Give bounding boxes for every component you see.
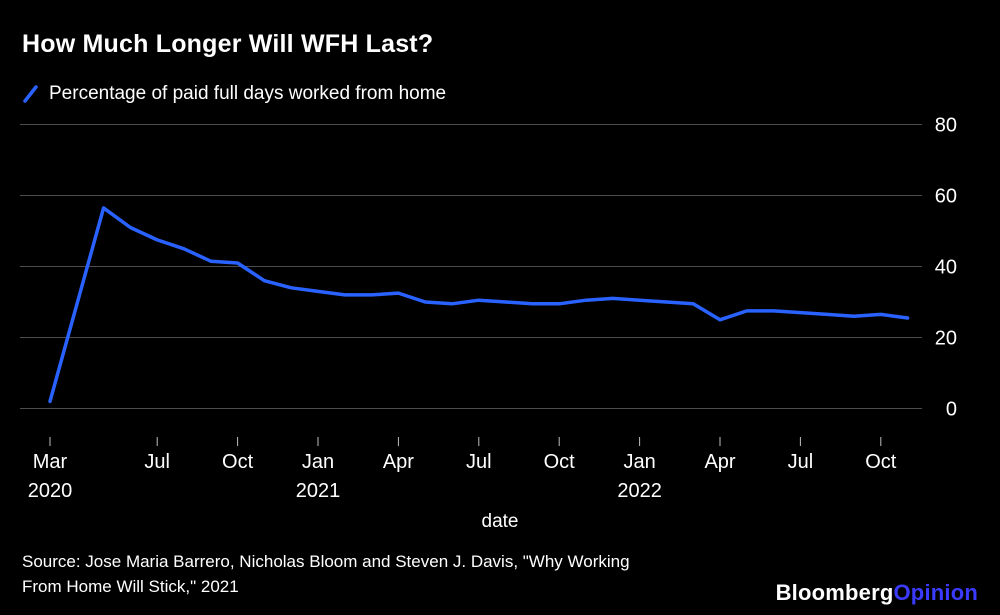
source-line-1: Source: Jose Maria Barrero, Nicholas Blo… bbox=[22, 552, 630, 571]
legend-line-stroke bbox=[23, 85, 38, 103]
x-tick-year-label: 2021 bbox=[296, 480, 341, 502]
x-tick-year-label: 2020 bbox=[28, 480, 73, 502]
x-tick-label: Oct bbox=[222, 451, 254, 473]
wfh-series-line bbox=[48, 206, 910, 404]
x-tick-label: Oct bbox=[865, 451, 897, 473]
x-axis-title: date bbox=[481, 511, 519, 532]
source-line-2: From Home Will Stick," 2021 bbox=[22, 577, 239, 596]
x-tick-label: Oct bbox=[544, 451, 576, 473]
y-tick-label: 80 bbox=[935, 115, 957, 137]
chart-title: How Much Longer Will WFH Last? bbox=[22, 30, 434, 58]
x-tick-label: Mar bbox=[33, 451, 68, 473]
bloomberg-opinion-logo: BloombergOpinion bbox=[776, 580, 978, 606]
legend-label: Percentage of paid full days worked from… bbox=[49, 83, 447, 104]
x-tick-label: Apr bbox=[704, 451, 735, 473]
x-tick-label: Jan bbox=[302, 451, 334, 473]
source-note: Source: Jose Maria Barrero, Nicholas Blo… bbox=[22, 549, 630, 599]
x-tick-label: Apr bbox=[383, 451, 414, 473]
y-tick-label: 0 bbox=[946, 399, 957, 421]
x-tick-label: Jul bbox=[788, 451, 814, 473]
x-tick-label: Jul bbox=[144, 451, 170, 473]
y-tick-label: 60 bbox=[935, 186, 957, 208]
x-tick-label: Jul bbox=[466, 451, 492, 473]
y-tick-label: 20 bbox=[935, 328, 957, 350]
branding-bloomberg: Bloomberg bbox=[775, 580, 894, 605]
x-tick-label: Jan bbox=[623, 451, 655, 473]
legend: Percentage of paid full days worked from… bbox=[22, 83, 446, 105]
x-tick-year-label: 2022 bbox=[617, 480, 662, 502]
branding-opinion: Opinion bbox=[893, 580, 978, 605]
legend-line-icon bbox=[23, 85, 38, 103]
y-tick-label: 40 bbox=[935, 257, 957, 279]
